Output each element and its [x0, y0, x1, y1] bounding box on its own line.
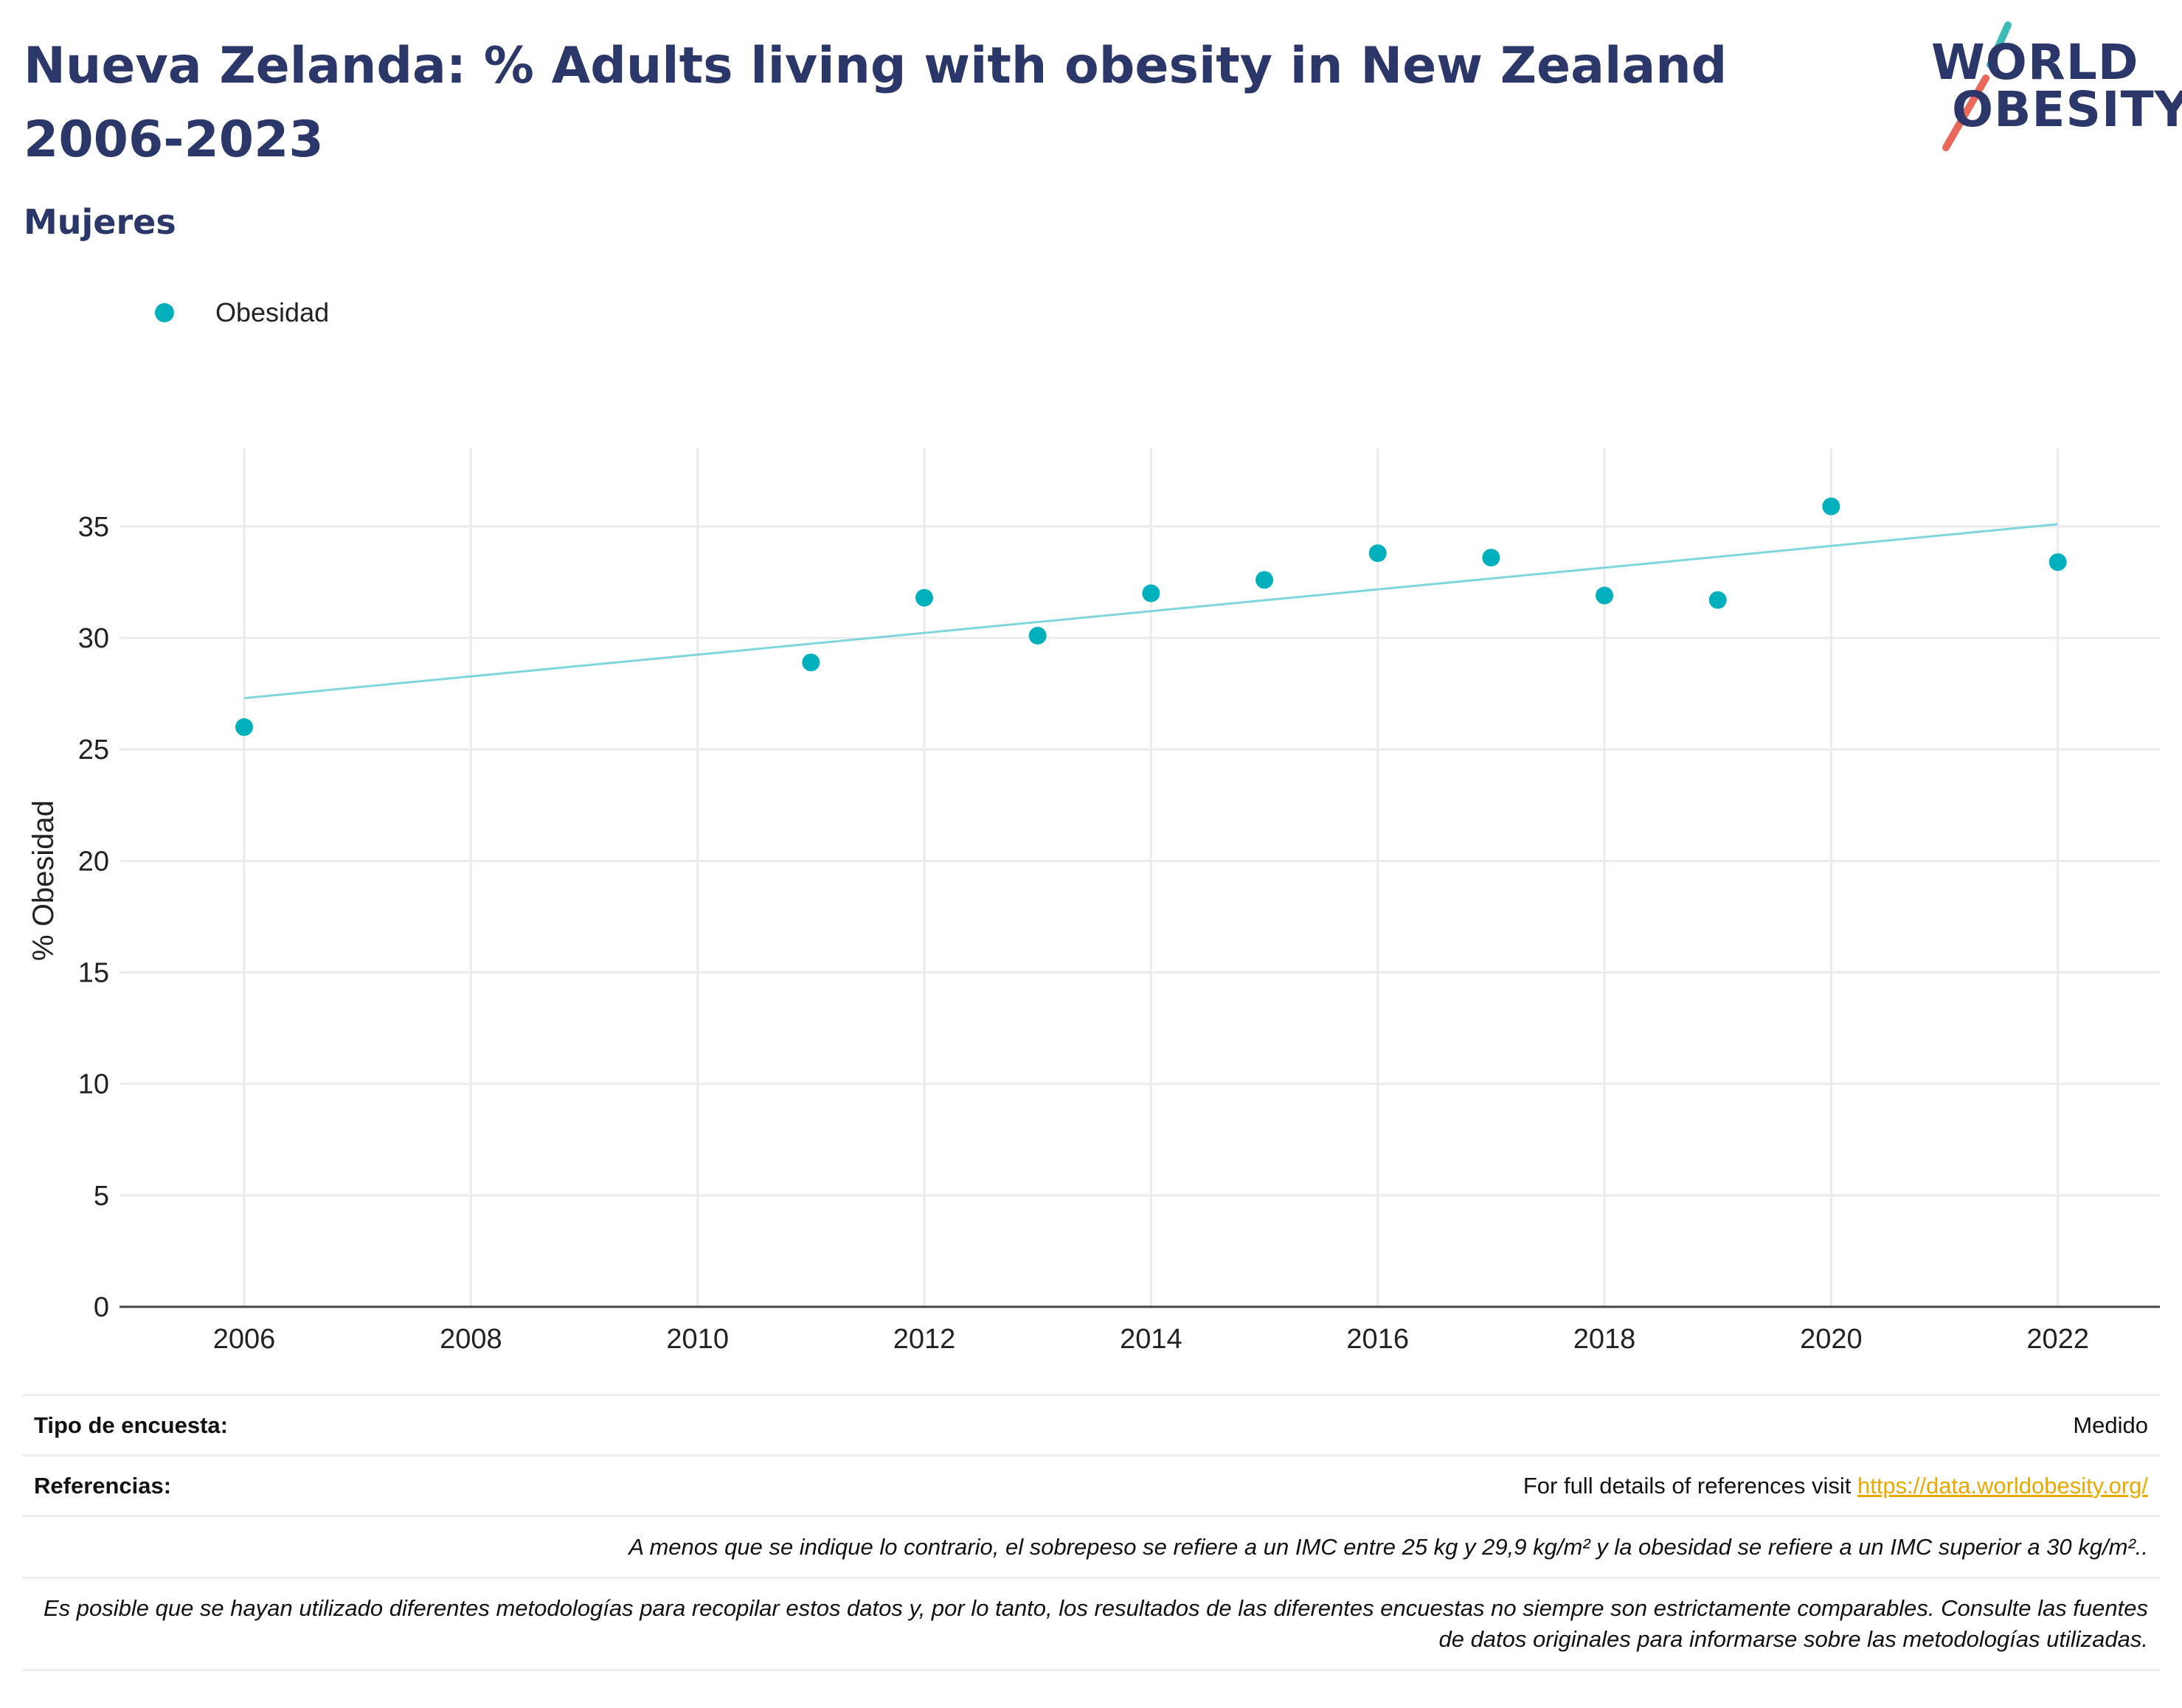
survey-type-value: Medido [2073, 1412, 2148, 1438]
references-text-wrap: For full details of references visit htt… [1523, 1473, 2148, 1499]
x-tick-label: 2014 [1120, 1324, 1182, 1355]
y-tick-label: 35 [78, 512, 109, 543]
x-tick-label: 2008 [440, 1324, 502, 1355]
x-tick-label: 2006 [213, 1324, 276, 1355]
x-tick-label: 2010 [666, 1324, 729, 1355]
y-tick-label: 25 [78, 735, 109, 766]
world-obesity-logo[interactable]: WORLD OBESITY [1925, 21, 2182, 153]
x-tick-label: 2018 [1573, 1324, 1636, 1355]
y-tick-label: 0 [94, 1292, 109, 1323]
x-tick-label: 2020 [1800, 1324, 1863, 1355]
data-point [1255, 571, 1274, 589]
data-point [1596, 586, 1614, 605]
survey-type-label: Tipo de encuesta: [34, 1412, 228, 1438]
definition-note: A menos que se indique lo contrario, el … [628, 1533, 2148, 1560]
logo-text-obesity: OBESITY [1952, 81, 2182, 138]
data-point [1482, 549, 1500, 567]
legend-marker [155, 303, 174, 322]
y-tick-label: 10 [78, 1069, 109, 1100]
chart-footer: Tipo de encuesta: Medido Referencias: Fo… [22, 1394, 2160, 1671]
references-link[interactable]: https://data.worldobesity.org/ [1857, 1472, 2148, 1499]
y-tick-label: 30 [78, 623, 109, 654]
references-label: Referencias: [34, 1472, 172, 1499]
references-row: Referencias: For full details of referen… [22, 1454, 2160, 1515]
references-text: For full details of references visit [1523, 1472, 1857, 1499]
data-point [915, 589, 934, 607]
data-point [2048, 553, 2067, 572]
chart-title: Nueva Zelanda: % Adults living with obes… [24, 37, 1728, 169]
data-point [802, 653, 820, 672]
x-tick-label: 2012 [893, 1324, 956, 1355]
legend[interactable]: Obesidad [155, 297, 330, 327]
data-point [1368, 544, 1387, 563]
methodology-note: Es posible que se hayan utilizado difere… [43, 1595, 2148, 1652]
data-point [1028, 626, 1047, 645]
y-tick-label: 20 [78, 846, 109, 877]
methodology-note-row: Es posible que se hayan utilizado difere… [22, 1577, 2160, 1671]
data-point [1822, 497, 1840, 515]
logo-text-world: WORLD [1931, 34, 2139, 91]
survey-type-row: Tipo de encuesta: Medido [22, 1394, 2160, 1454]
y-tick-label: 15 [78, 957, 109, 988]
x-tick-label: 2022 [2026, 1324, 2089, 1355]
y-axis-title: % Obesidad [27, 800, 60, 961]
logo-slash-icon [1942, 21, 2012, 151]
data-point [235, 718, 254, 736]
data-point [1142, 584, 1160, 603]
data-point [1708, 591, 1727, 609]
y-tick-label: 5 [94, 1181, 109, 1212]
trend-line [243, 523, 2058, 700]
legend-label: Obesidad [215, 297, 330, 327]
x-tick-label: 2016 [1346, 1324, 1409, 1355]
scatter-chart: 2006 2008 2010 2012 2014 2016 2018 2020 2022 0 5 10… [27, 448, 2160, 1355]
chart-subtitle: Mujeres [24, 202, 176, 242]
definition-note-row: A menos que se indique lo contrario, el … [22, 1515, 2160, 1577]
